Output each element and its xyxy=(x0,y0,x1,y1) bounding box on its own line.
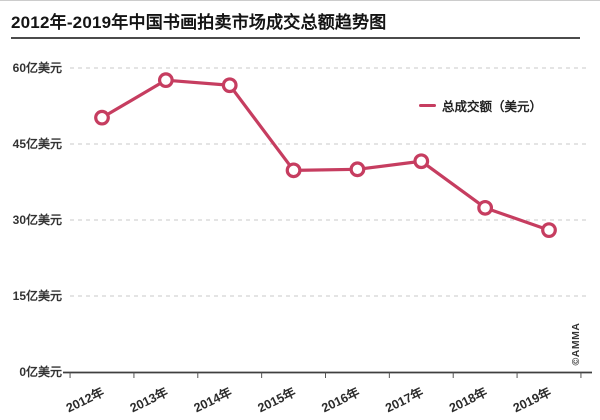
series-line xyxy=(100,78,551,232)
data-point-marker xyxy=(157,72,174,89)
data-point-marker xyxy=(541,222,557,239)
y-axis-label: 0亿美元 xyxy=(19,364,62,379)
x-axis-label: 2015年 xyxy=(255,384,298,415)
data-point-marker xyxy=(285,162,302,179)
x-axis-label: 2016年 xyxy=(319,384,362,415)
data-point-marker xyxy=(477,199,494,216)
legend-line-marker xyxy=(419,103,436,107)
x-axis-label: 2019年 xyxy=(511,384,554,415)
y-axis-label: 45亿美元 xyxy=(13,136,62,151)
x-axis-label: 2017年 xyxy=(383,384,426,415)
y-axis-label: 15亿美元 xyxy=(13,288,62,303)
data-point-marker xyxy=(413,153,430,170)
data-point-marker xyxy=(221,77,238,94)
x-axis-label: 2018年 xyxy=(447,384,490,415)
x-axis-label: 2014年 xyxy=(191,384,234,415)
data-point-marker xyxy=(349,161,366,178)
legend-label: 总成交额（美元） xyxy=(442,99,543,114)
y-axis-label: 30亿美元 xyxy=(13,212,62,227)
watermark-amma: ©AMMA xyxy=(570,322,582,366)
x-axis-label: 2012年 xyxy=(64,384,107,415)
data-point-marker xyxy=(94,109,110,126)
legend: 总成交额（美元） xyxy=(419,97,543,114)
x-axis-label: 2013年 xyxy=(127,384,170,415)
chart-title: 2012年-2019年中国书画拍卖市场成交总额趋势图 xyxy=(11,13,387,32)
title-divider xyxy=(11,37,580,39)
y-axis-label: 60亿美元 xyxy=(13,60,62,75)
